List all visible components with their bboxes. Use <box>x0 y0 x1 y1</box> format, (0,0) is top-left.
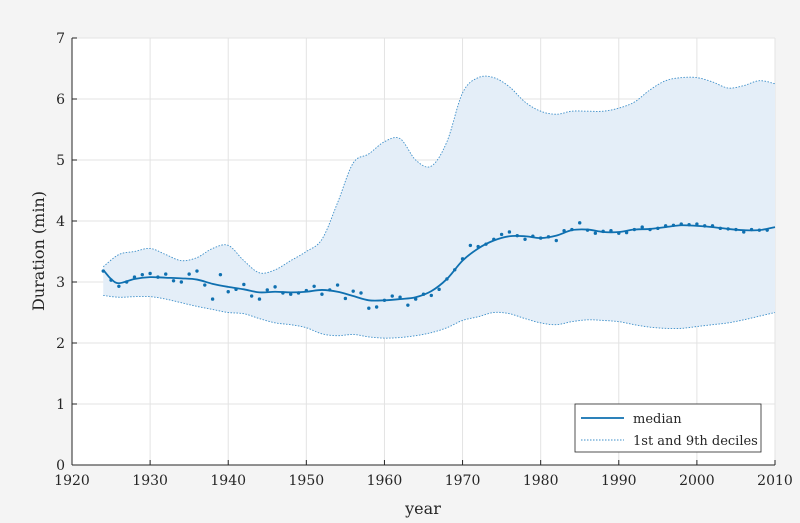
legend: median 1st and 9th deciles <box>574 403 762 453</box>
decile-band-fill <box>103 76 776 339</box>
data-point <box>554 238 558 243</box>
data-point <box>523 237 527 241</box>
axes: 1920 1930 1940 1950 1960 1970 1980 1990 2000 2010… <box>54 31 793 489</box>
x-tick-label: 1940 <box>210 473 246 489</box>
data-point <box>640 225 644 229</box>
data-point <box>179 280 184 284</box>
y-axis-label: Duration (min) <box>29 191 48 311</box>
data-point <box>289 292 293 296</box>
y-tick-label: 6 <box>56 92 65 108</box>
series-lines <box>102 224 776 302</box>
data-point <box>507 230 512 234</box>
decile-band <box>102 75 776 339</box>
data-point <box>117 284 121 288</box>
data-point <box>437 287 441 292</box>
y-tick-label: 5 <box>56 153 65 169</box>
data-point <box>218 272 223 277</box>
data-point <box>343 296 348 301</box>
data-point <box>203 283 207 287</box>
x-tick-label: 1930 <box>132 473 168 489</box>
x-tick-label: 1920 <box>54 473 90 489</box>
data-point <box>351 289 355 293</box>
y-tick-label: 1 <box>56 397 65 413</box>
series-line-1st-decile <box>103 294 776 339</box>
data-point <box>265 288 269 292</box>
data-point <box>429 293 434 298</box>
data-point <box>499 232 504 237</box>
y-tick-label: 0 <box>56 458 65 474</box>
data-point <box>242 282 246 287</box>
data-point <box>187 272 191 276</box>
y-tick-label: 2 <box>56 336 65 352</box>
data-point <box>210 297 215 301</box>
data-point <box>171 279 176 283</box>
data-point <box>742 230 746 234</box>
data-point <box>226 290 230 294</box>
data-point <box>320 292 324 296</box>
data-point <box>374 305 379 309</box>
data-point <box>312 284 316 288</box>
data-point <box>249 294 254 298</box>
x-tick-label: 2010 <box>757 473 793 489</box>
data-point <box>468 243 473 248</box>
y-tick-label: 7 <box>56 31 65 47</box>
x-tick-label: 1970 <box>445 473 481 489</box>
x-tick-label: 2000 <box>679 473 715 489</box>
data-point <box>195 269 199 273</box>
series-line-9th-decile <box>102 75 776 274</box>
legend-label-median: median <box>633 412 682 427</box>
x-tick-label: 1950 <box>289 473 325 489</box>
x-tick-label: 1960 <box>367 473 403 489</box>
y-tick-label: 3 <box>56 275 65 291</box>
y-tick-label: 4 <box>56 214 65 230</box>
data-point <box>273 285 277 289</box>
x-axis-label: year <box>404 499 441 518</box>
data-point <box>578 221 582 225</box>
data-point <box>164 272 168 276</box>
legend-box <box>574 403 762 453</box>
data-point <box>367 306 371 310</box>
data-point <box>257 297 262 301</box>
data-point <box>406 303 410 307</box>
legend-label-deciles: 1st and 9th deciles <box>633 434 758 449</box>
series-line-median <box>102 224 776 302</box>
data-point <box>695 222 699 226</box>
data-point <box>148 271 152 276</box>
data-point <box>140 272 144 277</box>
x-tick-label: 1990 <box>601 473 637 489</box>
data-point <box>593 231 598 235</box>
data-point <box>359 291 363 295</box>
x-tick-label: 1980 <box>523 473 559 489</box>
data-point <box>390 294 394 298</box>
data-point <box>335 283 340 287</box>
